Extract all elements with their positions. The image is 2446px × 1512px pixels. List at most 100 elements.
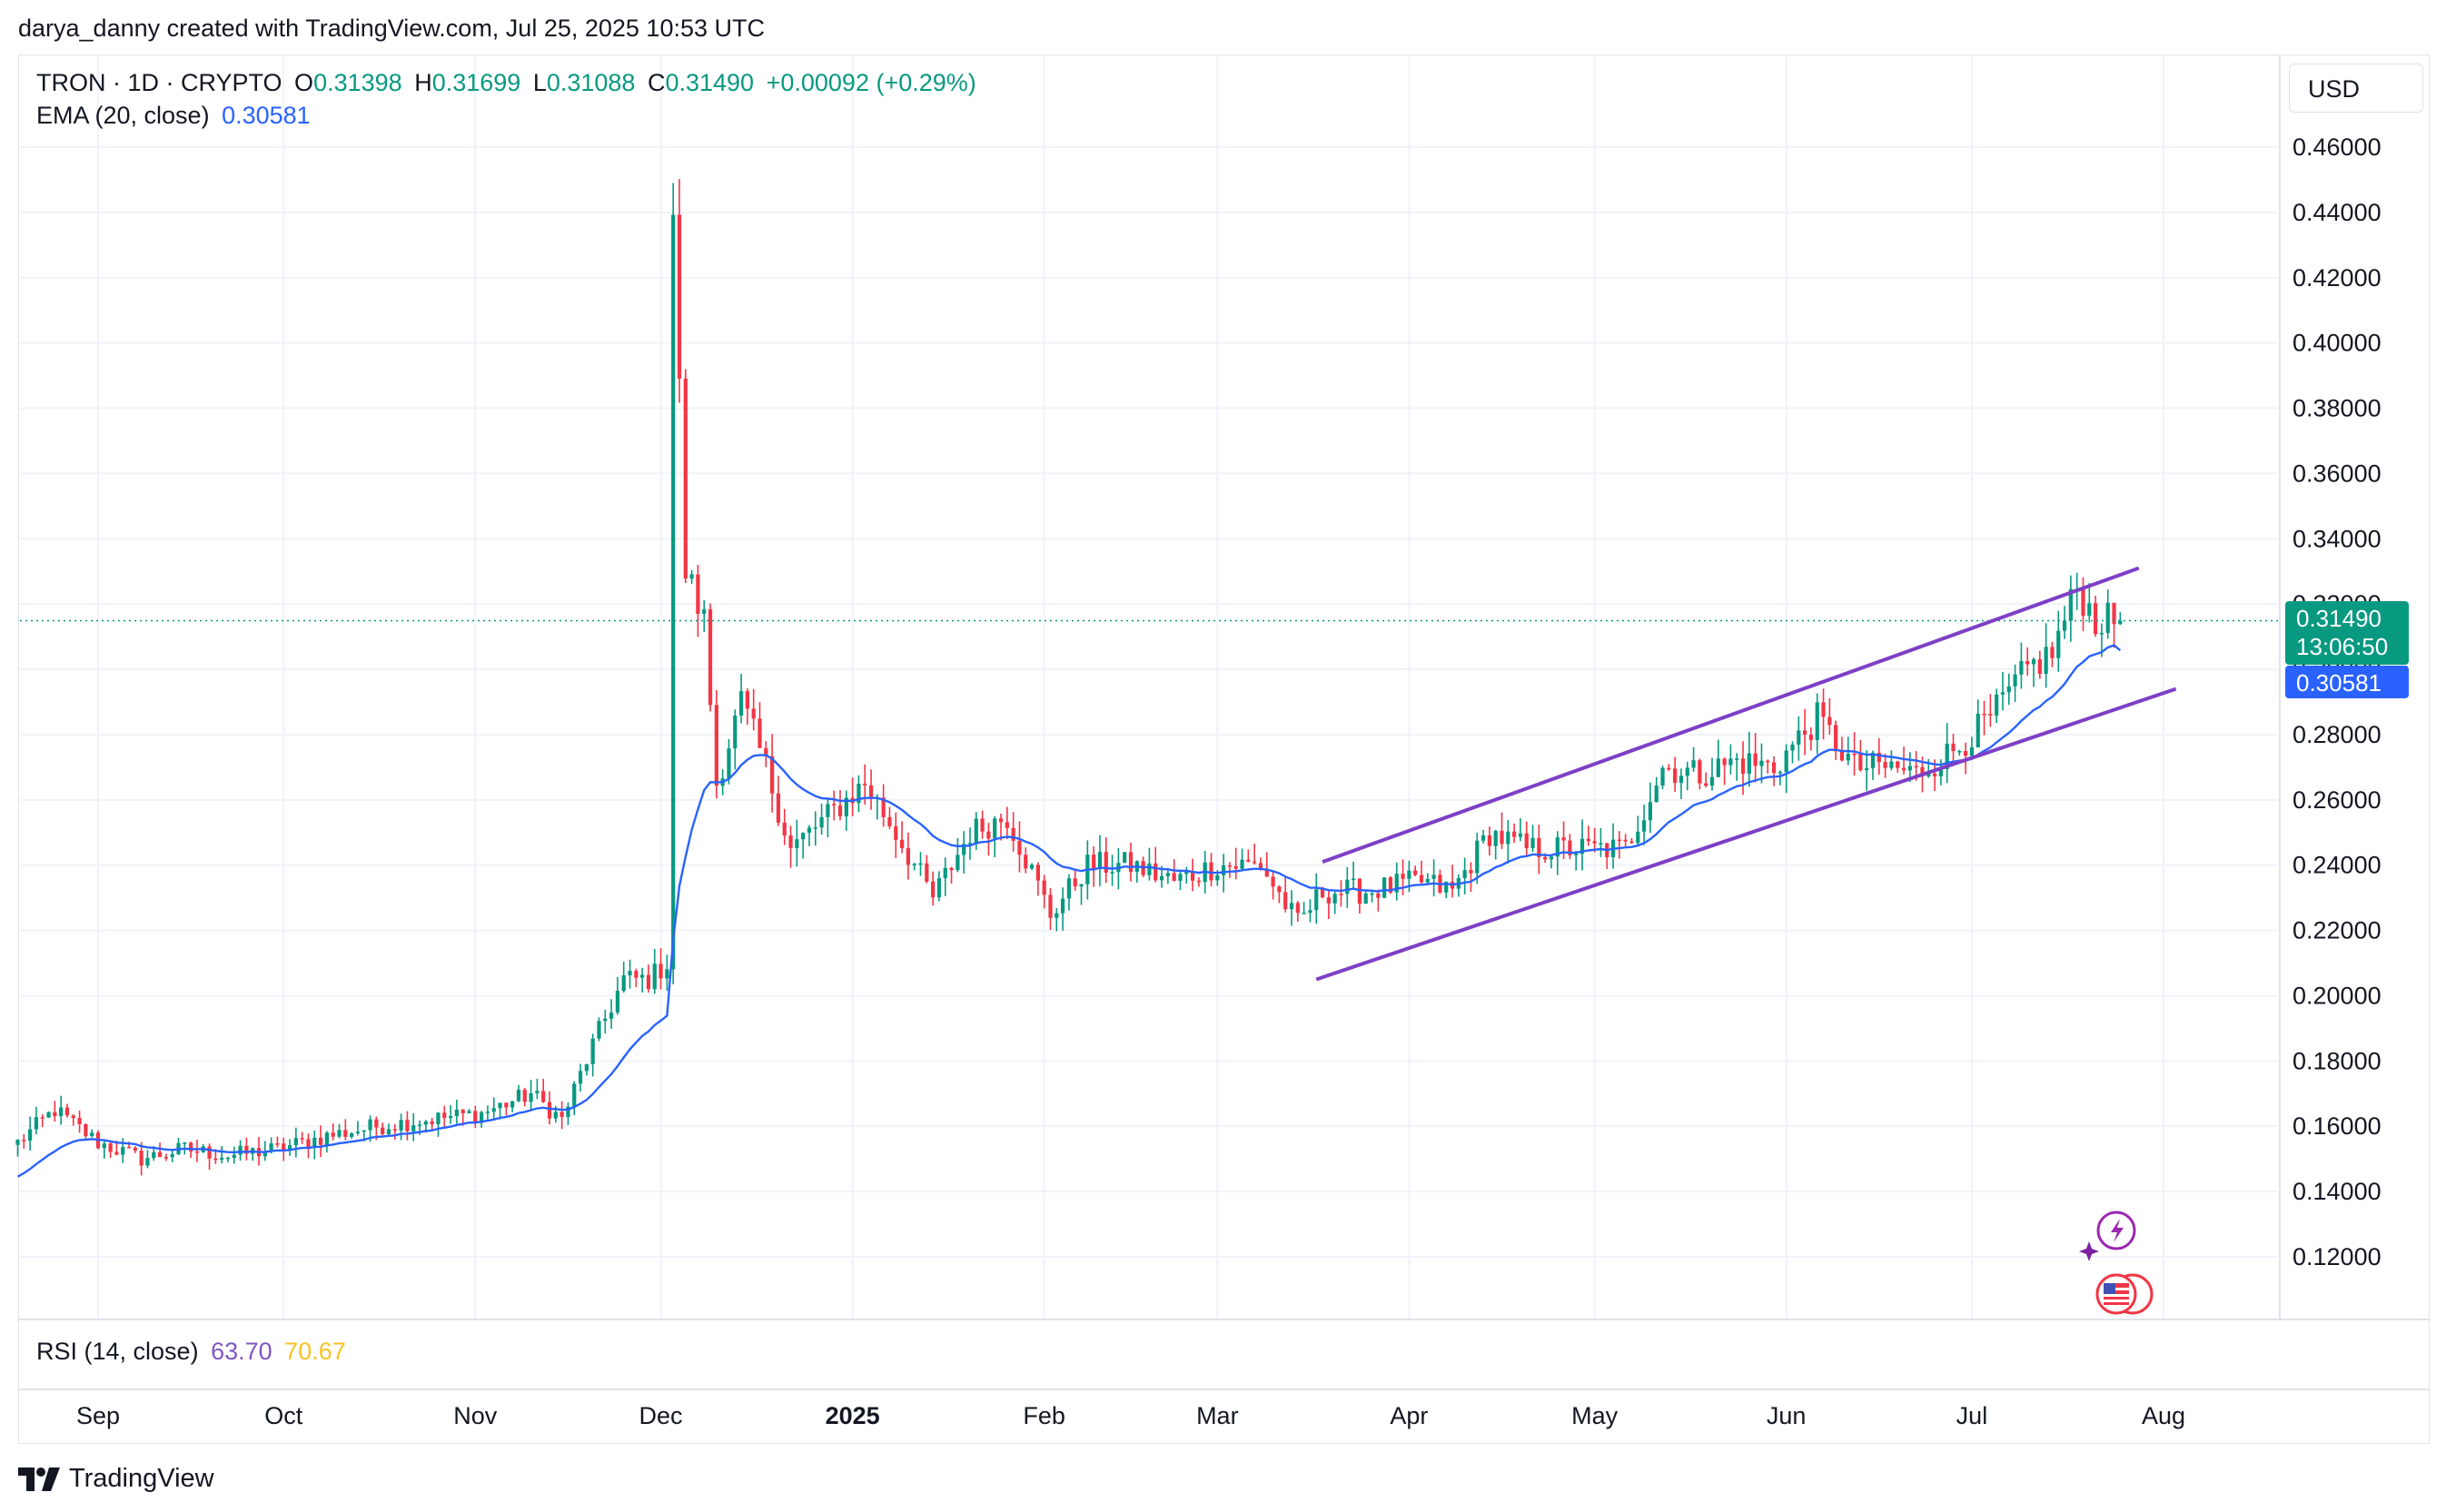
candle-body: [1024, 855, 1028, 869]
x-tick-label: 2025: [826, 1402, 880, 1429]
candle-body: [894, 825, 898, 840]
currency-selector[interactable]: USD: [2289, 64, 2423, 113]
candle-body: [1017, 840, 1022, 855]
candle-body: [2112, 602, 2116, 625]
candle-body: [262, 1151, 267, 1157]
chart-frame[interactable]: [18, 54, 2430, 1444]
candle-body: [1728, 758, 1733, 766]
candle-body: [361, 1130, 366, 1132]
candle-body: [1104, 852, 1108, 874]
candle-body: [1469, 870, 1473, 874]
candle-body: [1995, 694, 1999, 716]
candle-body: [819, 816, 824, 828]
candle-body: [1128, 852, 1134, 873]
candle-body: [1011, 827, 1015, 841]
candle-body: [343, 1130, 348, 1137]
y-tick-label: 0.18000: [2293, 1047, 2382, 1074]
candle-body: [1914, 766, 1918, 767]
candle-body: [1722, 758, 1727, 766]
candle-body: [1617, 839, 1621, 842]
candle-body: [1537, 837, 1541, 857]
candle-body: [1277, 886, 1282, 893]
candle-body: [1419, 875, 1424, 883]
close-value: 0.31490: [665, 69, 755, 96]
channel-upper-line: [1322, 566, 2140, 864]
candle-body: [170, 1153, 174, 1158]
candle-body: [1376, 893, 1381, 898]
candle-body: [337, 1130, 342, 1137]
candle-body: [46, 1112, 51, 1118]
candle-body: [306, 1139, 311, 1149]
candle-body: [381, 1127, 385, 1134]
candle-body: [974, 818, 978, 844]
tradingview-logo[interactable]: TradingView: [18, 1464, 214, 1494]
time-axis: Sep Oct Nov Dec 2025 Feb Mar Apr May Jun Jul Aug: [76, 1402, 2185, 1429]
candle-body: [126, 1146, 132, 1149]
candle-layer: [15, 179, 2123, 1176]
y-tick-label: 0.26000: [2293, 786, 2382, 814]
candle-body: [1803, 730, 1807, 736]
candle-body: [2000, 692, 2005, 695]
candle-body: [683, 378, 688, 579]
y-tick-label: 0.16000: [2293, 1112, 2382, 1140]
ema-legend[interactable]: EMA (20, close) 0.30581: [36, 102, 316, 130]
candle-body: [1382, 877, 1387, 898]
candle-body: [1667, 767, 1671, 770]
candle-body: [1815, 702, 1819, 740]
candle-body: [331, 1132, 335, 1137]
candle-body: [1462, 870, 1467, 878]
candle-body: [1431, 875, 1436, 879]
candle-body: [560, 1112, 564, 1118]
candle-body: [782, 822, 787, 836]
candle-body: [1834, 725, 1838, 752]
candle-body: [912, 864, 916, 865]
candle-body: [986, 831, 991, 839]
price-badges: 0.31490 13:06:50 0.30581: [2285, 601, 2409, 698]
candle-body: [906, 847, 911, 865]
candle-body: [1790, 744, 1795, 751]
candle-body: [121, 1146, 125, 1155]
x-tick-label: May: [1571, 1402, 1619, 1429]
candle-body: [1506, 831, 1510, 845]
y-tick-label: 0.14000: [2293, 1178, 2382, 1205]
candle-body: [832, 804, 837, 805]
candle-body: [1926, 773, 1931, 777]
candle-body: [1561, 837, 1566, 841]
ema-label: EMA (20, close): [36, 102, 210, 129]
candle-body: [1302, 913, 1306, 914]
symbol-label[interactable]: TRON · 1D · CRYPTO: [36, 69, 282, 96]
candle-body: [1240, 859, 1244, 869]
candle-body: [1487, 835, 1491, 846]
candle-body: [702, 609, 707, 614]
x-tick-label: Aug: [2142, 1402, 2185, 1429]
price-badge-value: 0.31490: [2296, 605, 2382, 632]
candle-body: [480, 1112, 484, 1123]
candle-body: [1852, 754, 1857, 756]
ema-badge: [2285, 666, 2409, 698]
candle-body: [108, 1143, 113, 1152]
candle-body: [1339, 894, 1343, 895]
candle-body: [1846, 754, 1850, 761]
candle-body: [1222, 865, 1226, 875]
candle-body: [918, 863, 923, 865]
y-tick-label: 0.40000: [2293, 330, 2382, 357]
candle-body: [27, 1129, 33, 1141]
candle-body: [71, 1115, 75, 1119]
candle-body: [194, 1151, 200, 1153]
candle-body: [350, 1132, 354, 1137]
candle-body: [510, 1101, 515, 1108]
rsi-legend[interactable]: RSI (14, close) 63.70 70.67: [36, 1338, 352, 1366]
candle-body: [522, 1090, 527, 1102]
candle-body: [1444, 882, 1449, 893]
x-tick-label: Oct: [264, 1402, 303, 1429]
candle-body: [1073, 878, 1077, 887]
candle-body: [925, 863, 929, 882]
candle-body: [1549, 856, 1554, 860]
candle-body: [1159, 875, 1164, 881]
candle-body: [671, 214, 676, 970]
candle-body: [485, 1112, 490, 1113]
y-tick-label: 0.36000: [2293, 460, 2382, 487]
candle-body: [1969, 746, 1975, 756]
channel-layer: [1315, 566, 2177, 982]
